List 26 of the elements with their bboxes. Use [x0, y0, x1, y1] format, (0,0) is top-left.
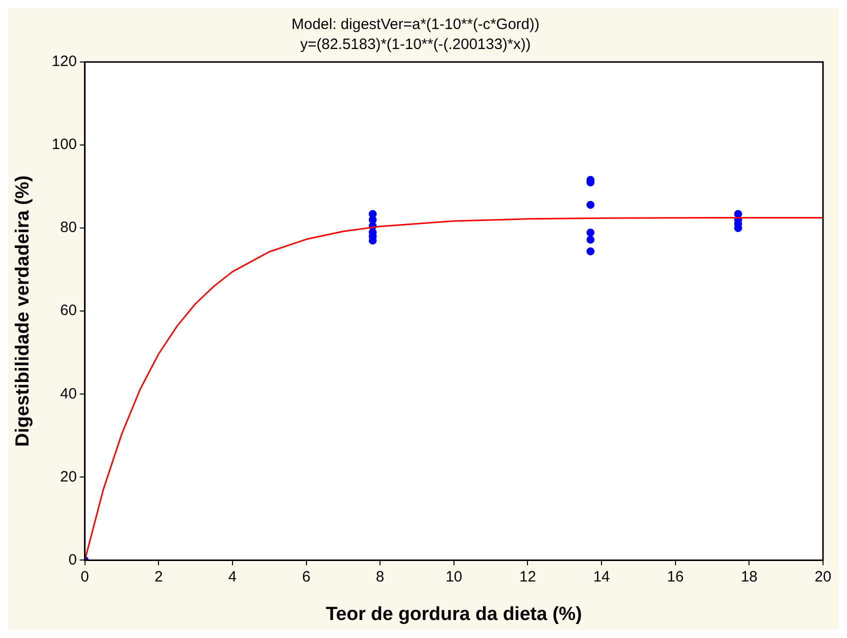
x-axis-title: Teor de gordura da dieta (%): [326, 604, 582, 625]
x-tick-label: 14: [593, 568, 610, 586]
point: [586, 247, 594, 256]
y-tick-label: 120: [52, 53, 77, 70]
x-tick-label: 12: [519, 568, 536, 586]
y-tick-label: 80: [60, 219, 77, 236]
x-tick-label: 8: [376, 568, 384, 586]
chart-subtitle: y=(82.5183)*(1-10**(-(.200133)*x)): [300, 36, 531, 54]
x-tick-label: 6: [302, 568, 310, 586]
y-tick-label: 60: [60, 302, 77, 320]
y-tick-label: 100: [52, 136, 77, 154]
y-tick-label: 0: [68, 551, 77, 568]
x-tick-label: 10: [446, 568, 462, 586]
x-tick-label: 18: [740, 568, 758, 586]
y-axis-title: Digestibilidade verdadeira (%): [12, 175, 34, 447]
x-tick-label: 16: [667, 568, 684, 586]
chart-title: Model: digestVer=a*(1-10**(-c*Gord)): [291, 16, 540, 34]
x-tick-label: 0: [80, 568, 89, 586]
x-tick-label: 2: [154, 568, 163, 586]
point: [586, 228, 594, 237]
y-tick-label: 20: [60, 468, 77, 486]
point: [586, 236, 594, 244]
x-tick-label: 4: [228, 568, 237, 586]
y-tick-label: 40: [60, 385, 77, 402]
point: [586, 200, 594, 209]
x-tick-label: 20: [814, 568, 832, 586]
